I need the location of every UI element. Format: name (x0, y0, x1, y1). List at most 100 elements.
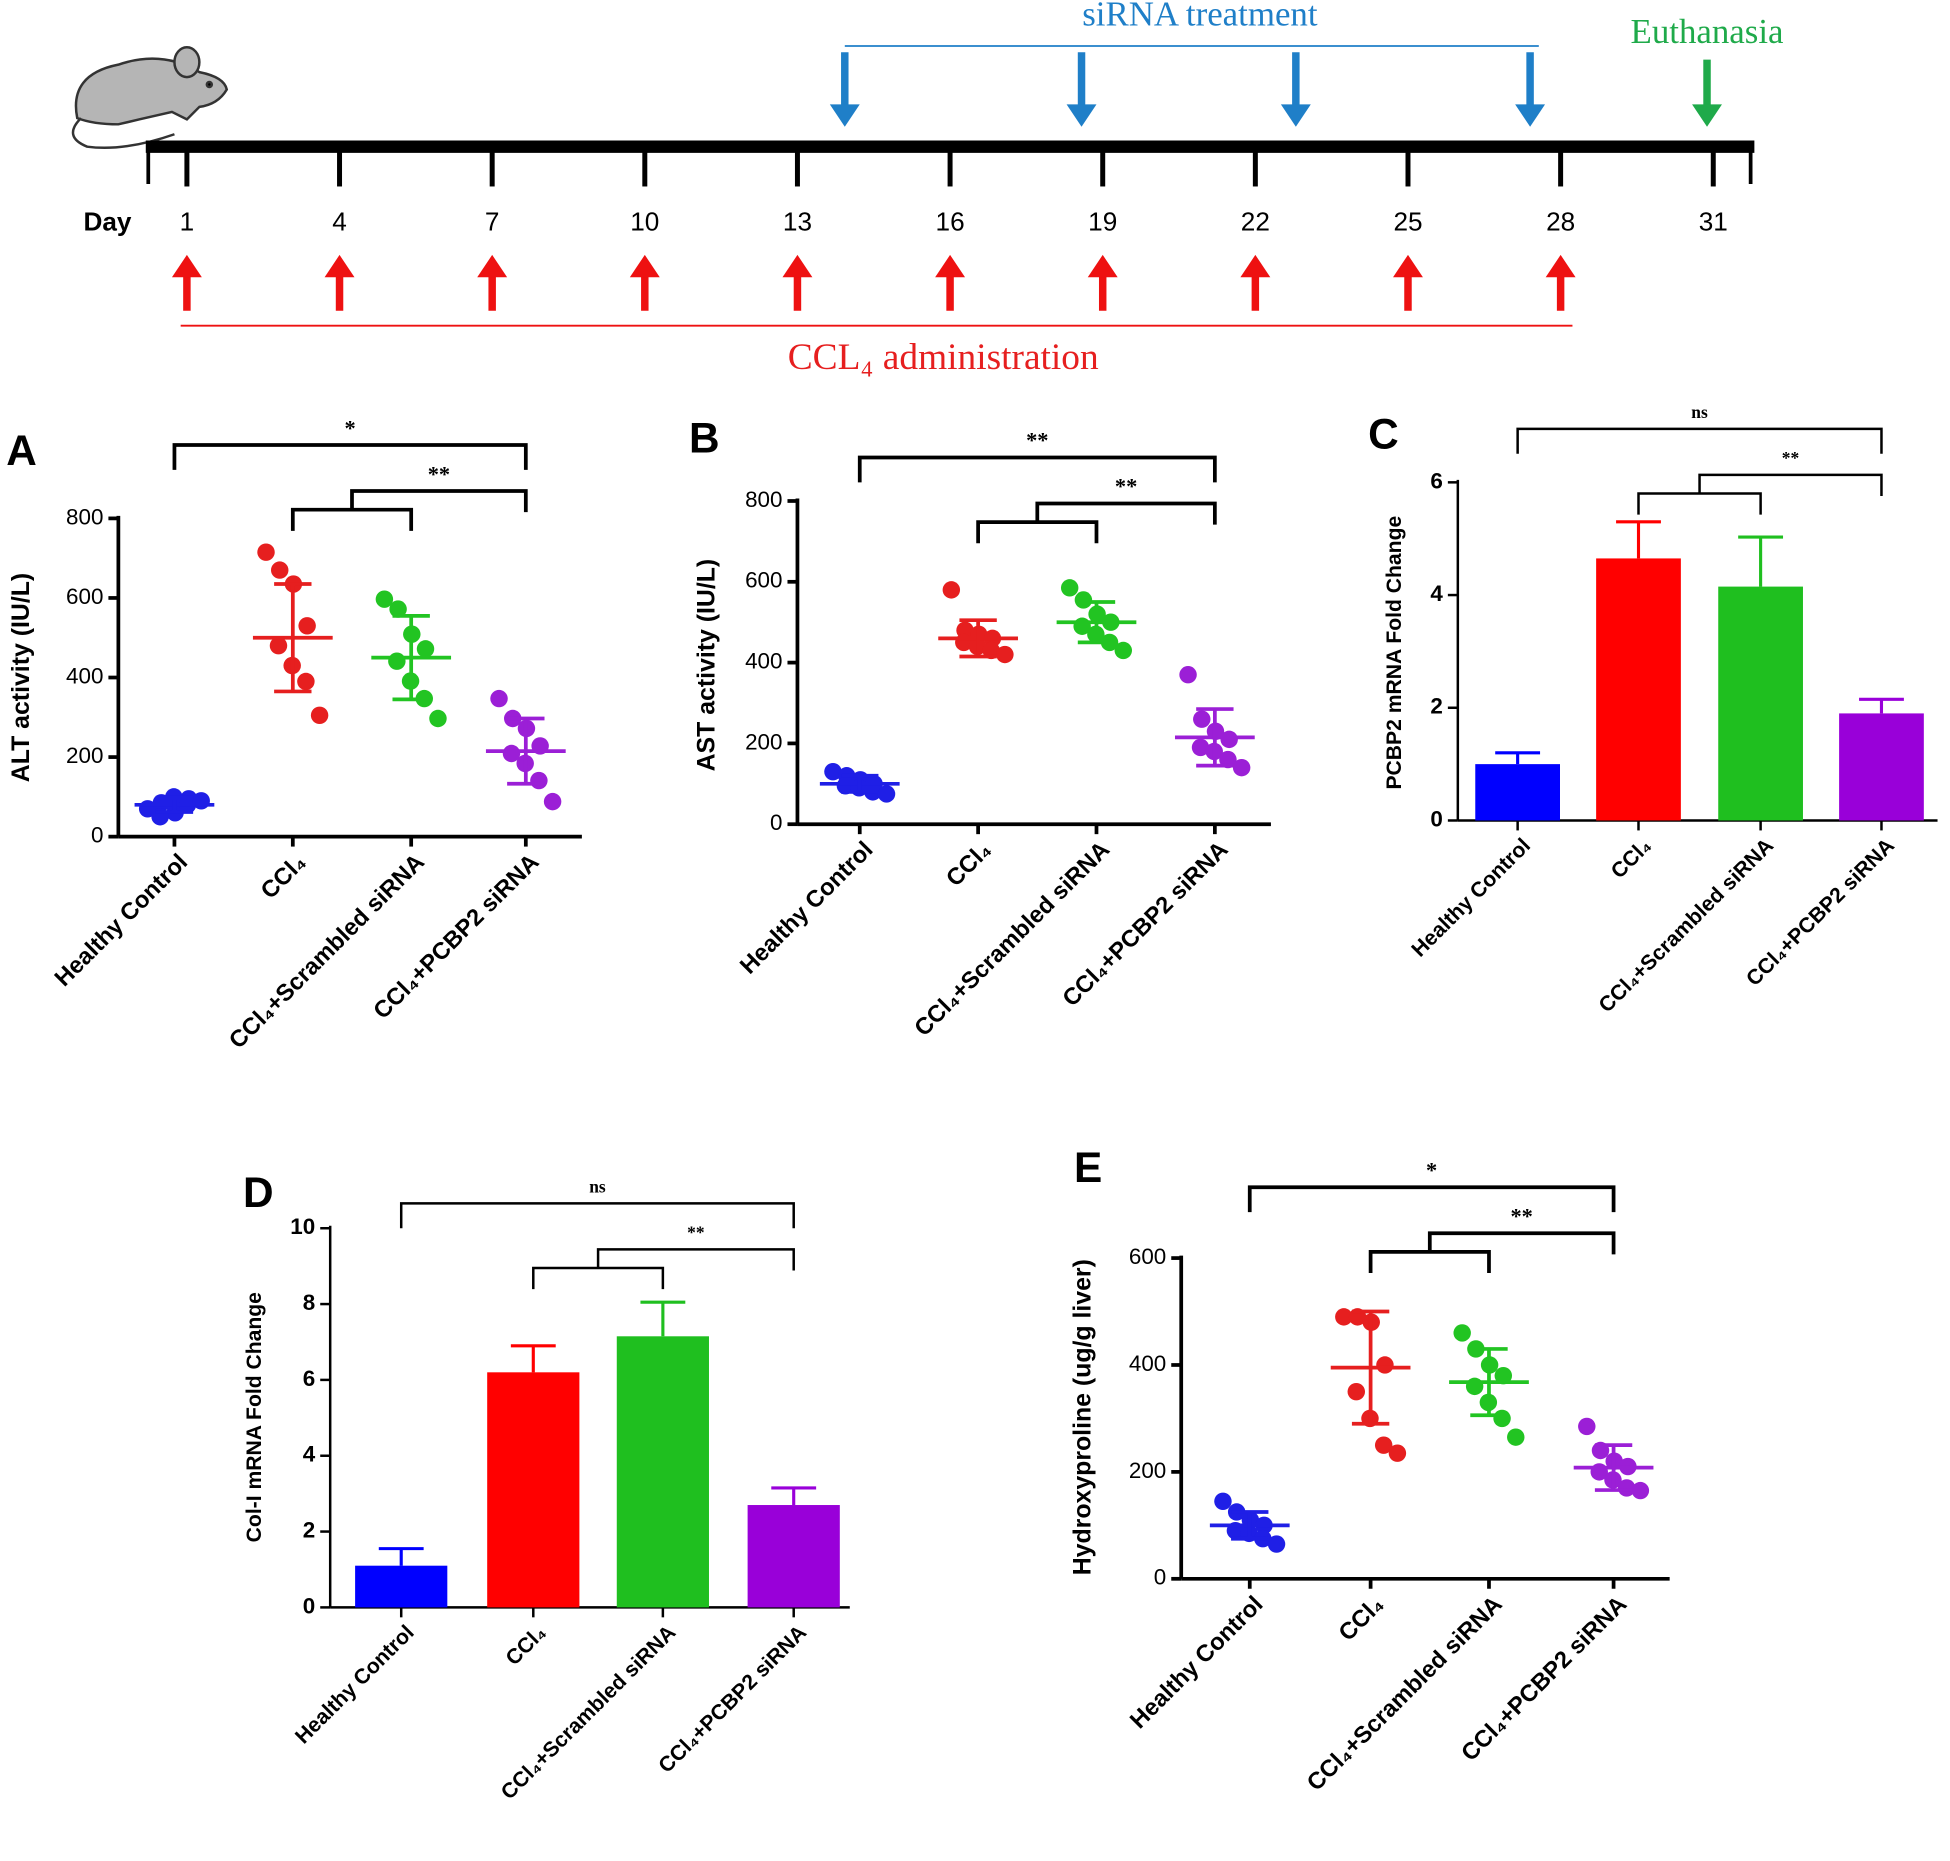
sirna-arrow-head (1066, 104, 1097, 127)
significance-label: ** (1510, 1203, 1532, 1228)
y-tick-label: 4 (303, 1442, 316, 1467)
bracket (290, 507, 414, 531)
data-point (1494, 1366, 1513, 1385)
bracket (399, 1202, 795, 1229)
sd-bar (507, 716, 545, 786)
error-bar (771, 1486, 817, 1506)
y-tick-label: 200 (1129, 1458, 1166, 1483)
y-tick-label: 0 (770, 810, 782, 835)
ccl4-arrow-head (1240, 254, 1271, 278)
significance-label: * (345, 415, 356, 440)
bracket (1698, 473, 1883, 497)
data-point (297, 672, 315, 691)
y-tick-label: 6 (1430, 468, 1442, 493)
y-tick-label: 600 (66, 584, 103, 609)
y-tick-label: 0 (303, 1593, 315, 1618)
y-axis-label: AST activity (IU/L) (692, 559, 720, 772)
bracket (857, 455, 1217, 483)
x-tick-label: CCl₄+PCBP2 siRNA (654, 1621, 811, 1778)
data-point (298, 617, 316, 635)
x-tick-label: CCl₄ (1607, 834, 1656, 883)
error-bar (1495, 751, 1541, 765)
significance-label: ** (1782, 448, 1799, 468)
y-tick-label: 400 (66, 663, 103, 688)
sd-bar (1594, 1443, 1633, 1492)
y-tick-label: 0 (1154, 1565, 1166, 1590)
data-point (1191, 738, 1210, 757)
day-number: 22 (1241, 207, 1270, 237)
data-point (1074, 591, 1093, 609)
sd-bar (959, 618, 997, 659)
data-point (1507, 1428, 1525, 1446)
bracket (350, 489, 528, 513)
ccl4-arrow-head (629, 254, 660, 278)
significance-label: ns (589, 1176, 606, 1196)
day-number: 31 (1699, 207, 1728, 237)
sd-bar (841, 773, 879, 794)
x-tick-label: CCl₄ (942, 837, 997, 892)
data-point (257, 543, 275, 561)
data-point (1114, 641, 1132, 660)
data-point (824, 762, 842, 781)
error-bar (1616, 520, 1661, 559)
day-number: 19 (1088, 207, 1117, 237)
y-tick-label: 400 (1129, 1351, 1166, 1376)
data-point (530, 771, 548, 790)
data-point (877, 785, 896, 803)
x-tick-label: Healthy Control (735, 837, 878, 980)
sirna-arrow-head (1280, 104, 1311, 127)
bracket (172, 443, 528, 470)
data-point (1232, 758, 1251, 777)
bracket (1637, 492, 1762, 515)
y-tick-label: 6 (303, 1366, 315, 1391)
bar (355, 1565, 448, 1608)
data-point (543, 792, 562, 811)
data-point (1179, 666, 1197, 684)
data-point (1335, 1308, 1353, 1326)
bar (1718, 586, 1803, 821)
mouse-icon (71, 45, 229, 150)
data-point (416, 640, 435, 658)
y-tick-label: 0 (91, 823, 103, 848)
sd-bar (1077, 600, 1116, 645)
data-point (996, 645, 1014, 664)
data-point (429, 709, 447, 728)
sirna-label: siRNA treatment (1082, 0, 1318, 33)
bracket (1247, 1185, 1616, 1213)
ccl4-arrow-head (1393, 254, 1423, 278)
data-point (1617, 1479, 1636, 1497)
sirna-arrow-head (1515, 104, 1546, 127)
y-axis-label: Hydroxyproline (ug/g liver) (1069, 1259, 1097, 1575)
bar (1596, 558, 1681, 821)
bracket (1427, 1231, 1616, 1255)
y-axis-label: Col-I mRNA Fold Change (243, 1292, 266, 1542)
sd-bar (392, 613, 430, 702)
error-bar (1738, 535, 1784, 587)
y-tick-label: 4 (1430, 581, 1443, 606)
panel-letter: B (689, 415, 720, 462)
sd-bar (1470, 1347, 1508, 1418)
data-point (502, 744, 521, 763)
sirna-arrow-head (829, 104, 860, 127)
bracket (596, 1248, 795, 1271)
y-tick-label: 200 (66, 743, 103, 768)
ccl4-arrow-head (935, 254, 966, 278)
sd-bar (1231, 1510, 1269, 1541)
bar (616, 1336, 709, 1608)
data-point (1214, 1492, 1232, 1510)
day-number: 1 (180, 207, 195, 237)
y-tick-label: 600 (745, 568, 782, 593)
data-point (1060, 579, 1079, 597)
significance-label: ns (1691, 402, 1708, 422)
data-point (375, 590, 394, 608)
ccl4-arrow-head (1545, 254, 1576, 278)
bar (747, 1505, 840, 1608)
bar (487, 1372, 580, 1608)
data-point (1578, 1417, 1596, 1436)
day-number: 13 (783, 207, 812, 237)
data-point (1631, 1481, 1650, 1500)
data-point (192, 792, 210, 810)
data-point (388, 652, 406, 670)
y-tick-label: 2 (1430, 694, 1442, 719)
data-point (389, 600, 407, 618)
